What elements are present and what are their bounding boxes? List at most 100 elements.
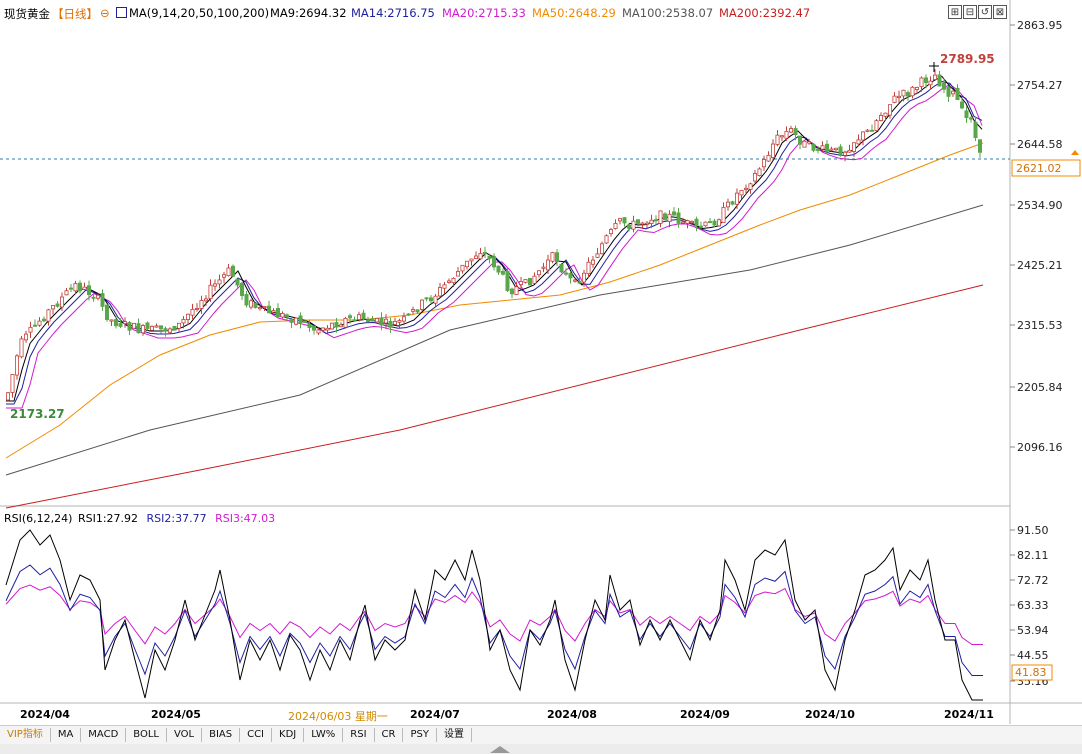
candlestick xyxy=(352,316,357,322)
candlestick xyxy=(928,76,933,90)
tab-settings[interactable]: 设置 xyxy=(437,728,472,742)
expand-icon[interactable]: ⊞ xyxy=(948,5,962,19)
price-axis-label: 2425.21 xyxy=(1017,259,1063,272)
candlestick xyxy=(298,312,303,329)
tab-kdj[interactable]: KDJ xyxy=(272,728,305,742)
tab-vol[interactable]: VOL xyxy=(167,728,203,742)
candlestick xyxy=(253,302,258,309)
rsi-axis-label: 63.33 xyxy=(1017,599,1049,612)
refresh-icon[interactable]: ↺ xyxy=(978,5,992,19)
candlestick xyxy=(892,92,897,104)
candlestick xyxy=(532,272,537,285)
rsi-axis-label: 82.11 xyxy=(1017,549,1049,562)
candlestick xyxy=(114,316,119,329)
ma-indicator-label[interactable]: MA(9,14,20,50,100,200) xyxy=(116,6,269,20)
tab-vip-indicators[interactable]: VIP指标 xyxy=(0,728,51,742)
candlestick xyxy=(964,106,969,124)
period-selector[interactable]: 【日线】 xyxy=(52,7,98,21)
candlestick xyxy=(320,327,325,333)
candlestick xyxy=(757,167,762,177)
date-label: 2024/07 xyxy=(410,708,460,721)
candlestick xyxy=(374,317,379,324)
date-label: 2024/04 xyxy=(20,708,70,721)
candlestick xyxy=(825,140,830,155)
candlestick xyxy=(338,322,343,328)
ma100-value: MA100:2538.07 xyxy=(622,6,714,20)
candlestick xyxy=(91,292,96,302)
candlestick xyxy=(883,112,888,121)
tab-ma[interactable]: MA xyxy=(51,728,82,742)
candlestick xyxy=(577,277,582,285)
tab-cr[interactable]: CR xyxy=(375,728,404,742)
tab-rsi[interactable]: RSI xyxy=(343,728,375,742)
checkbox-icon[interactable] xyxy=(116,7,127,18)
tab-macd[interactable]: MACD xyxy=(81,728,127,742)
collapse-icon[interactable]: ⊟ xyxy=(963,5,977,19)
candlestick xyxy=(834,147,839,151)
candlestick xyxy=(847,144,852,153)
tab-boll[interactable]: BOLL xyxy=(126,728,167,742)
current-price-tag: 2621.02 xyxy=(1011,150,1081,177)
candlestick xyxy=(289,316,294,329)
rsi-current-tag: 41.83 xyxy=(1011,664,1053,681)
candlestick xyxy=(131,322,136,329)
candlestick xyxy=(771,139,776,161)
candlestick xyxy=(820,141,825,153)
candlestick xyxy=(631,215,636,233)
candlestick xyxy=(550,251,555,264)
candlestick xyxy=(383,314,388,329)
candlestick xyxy=(60,292,65,311)
high-price-marker: 2789.95 xyxy=(929,52,995,72)
candlestick xyxy=(478,247,483,261)
candlestick xyxy=(500,268,505,276)
candlestick xyxy=(329,322,334,330)
candlestick xyxy=(748,182,753,194)
candlestick xyxy=(658,210,663,228)
candlestick xyxy=(546,254,551,274)
candlestick xyxy=(293,317,298,326)
date-label: 2024/09 xyxy=(680,708,730,721)
horizontal-scrollbar[interactable] xyxy=(0,744,1082,754)
close-panel-icon[interactable]: ⊠ xyxy=(993,5,1007,19)
candlestick xyxy=(564,268,569,277)
candlestick xyxy=(226,263,231,277)
candlestick xyxy=(451,277,456,288)
date-cursor-label: 2024/06/03 星期一 xyxy=(288,710,388,723)
candlestick xyxy=(401,312,406,326)
candlestick xyxy=(852,142,857,157)
candlestick xyxy=(721,202,726,223)
scroll-handle-icon[interactable] xyxy=(485,744,515,754)
candlestick xyxy=(784,126,789,141)
candlestick xyxy=(933,69,938,80)
candlestick xyxy=(235,278,240,288)
candlestick xyxy=(217,274,222,289)
date-axis: 2024/04 2024/05 2024/06/03 星期一 2024/07 2… xyxy=(0,704,1010,724)
candlestick xyxy=(762,155,767,172)
instrument-name[interactable]: 现货黄金 xyxy=(4,7,50,21)
candlestick xyxy=(105,304,110,322)
candlestick xyxy=(284,313,289,321)
price-axis-label: 2863.95 xyxy=(1017,19,1063,32)
candlestick xyxy=(685,219,690,229)
tab-psy[interactable]: PSY xyxy=(403,728,437,742)
rsi-title[interactable]: RSI(6,12,24) xyxy=(4,512,73,525)
tab-lw[interactable]: LW% xyxy=(304,728,344,742)
candlestick xyxy=(208,279,213,302)
candlestick xyxy=(509,287,514,299)
tab-bias[interactable]: BIAS xyxy=(202,728,241,742)
tab-cci[interactable]: CCI xyxy=(240,728,273,742)
rsi3-line xyxy=(5,584,983,645)
candlestick xyxy=(167,327,172,335)
current-price-label: 2621.02 xyxy=(1016,162,1062,175)
rsi3-value: RSI3:47.03 xyxy=(215,512,276,525)
candlestick xyxy=(946,85,951,102)
rsi1-value: RSI1:27.92 xyxy=(77,512,139,525)
candlestick xyxy=(491,253,496,271)
settings-circle-icon[interactable]: ⊖ xyxy=(100,6,110,20)
candlestick xyxy=(897,90,902,103)
candlestick xyxy=(586,257,591,279)
ma50-value: MA50:2648.29 xyxy=(532,6,616,20)
candlestick xyxy=(446,278,451,284)
rsi2-line xyxy=(5,564,983,676)
